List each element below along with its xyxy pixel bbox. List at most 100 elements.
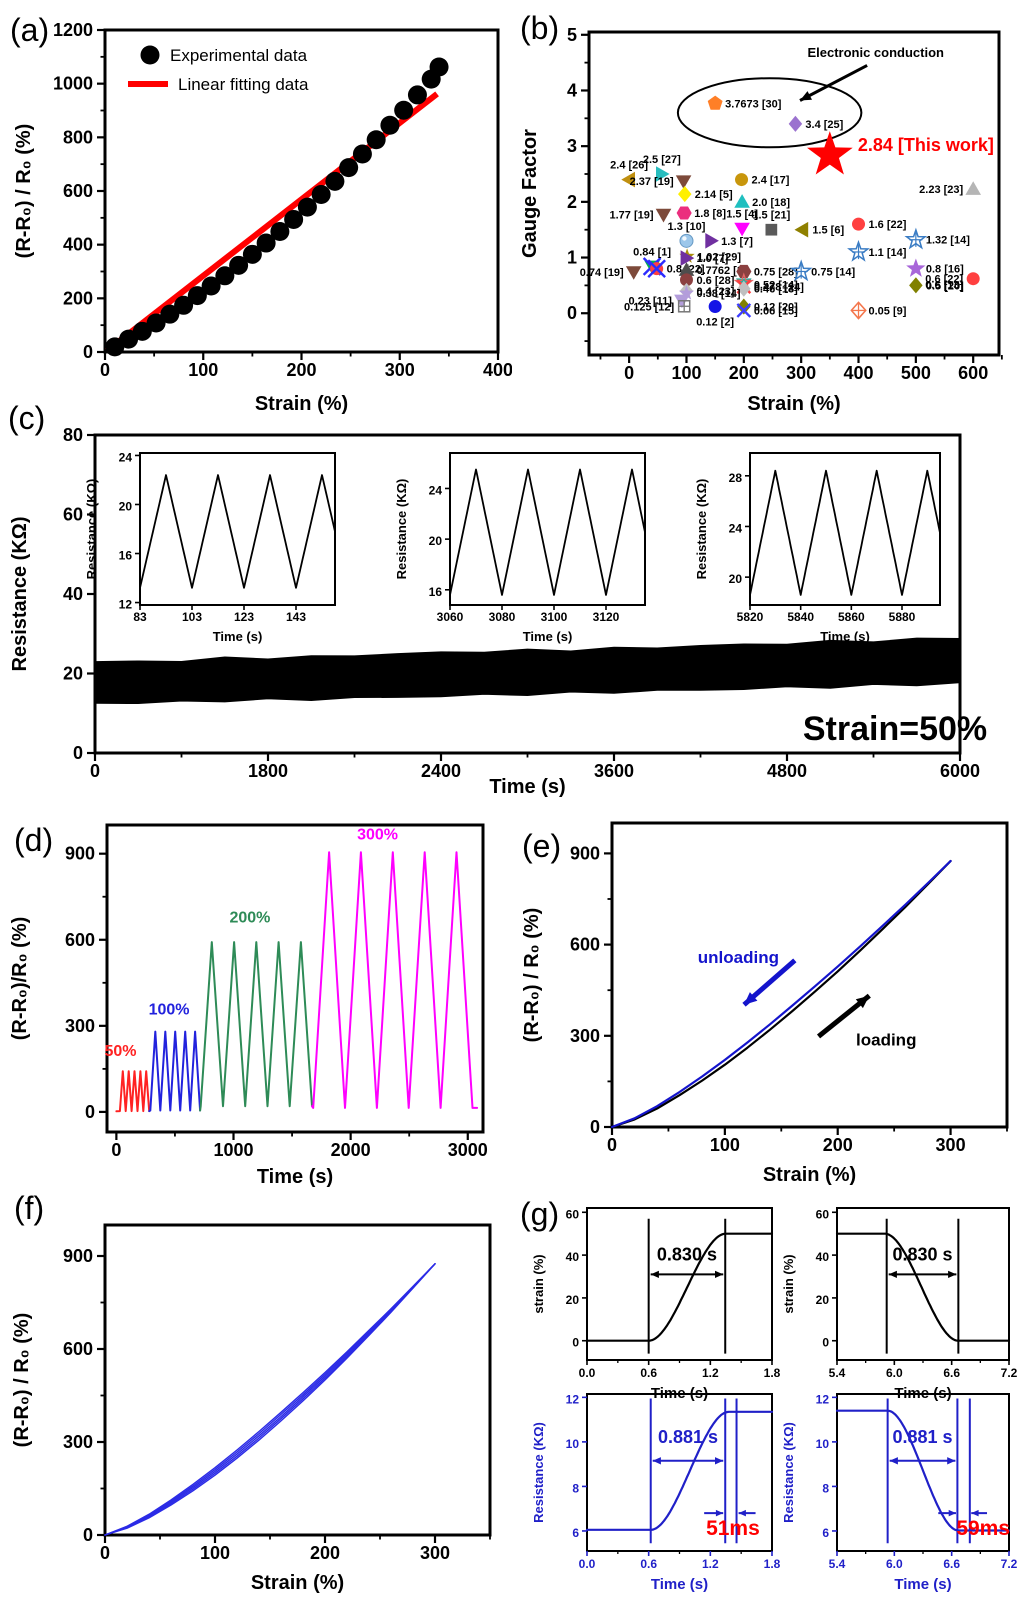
- svg-text:300: 300: [786, 363, 816, 383]
- svg-text:3.4 [25]: 3.4 [25]: [805, 119, 843, 131]
- svg-text:0.6: 0.6: [640, 1557, 657, 1571]
- svg-text:2.84 [This work]: 2.84 [This work]: [858, 135, 994, 155]
- svg-text:2.14 [5]: 2.14 [5]: [695, 189, 733, 201]
- panel-b-letter: (b): [520, 10, 560, 46]
- svg-text:6.6: 6.6: [943, 1557, 960, 1571]
- svg-text:200%: 200%: [229, 910, 270, 927]
- svg-text:300: 300: [65, 1016, 95, 1036]
- svg-text:Time (s): Time (s): [820, 629, 870, 644]
- svg-text:2: 2: [567, 192, 577, 212]
- svg-text:2.0 [18]: 2.0 [18]: [752, 197, 790, 209]
- panel-b-chart: 0 100 200 300 400 500 600 0 1 2 3 4 5 Strain (%) Gauge…: [519, 25, 1003, 415]
- svg-text:3060: 3060: [437, 610, 464, 624]
- svg-text:7.2: 7.2: [1001, 1366, 1018, 1380]
- svg-text:0.6: 0.6: [640, 1366, 657, 1380]
- svg-text:(R-R₀) / R₀ (%): (R-R₀) / R₀ (%): [11, 1313, 33, 1448]
- svg-text:0.8 [16]: 0.8 [16]: [926, 264, 964, 276]
- svg-text:900: 900: [570, 843, 600, 863]
- svg-text:(R-R₀)/R₀ (%): (R-R₀)/R₀ (%): [9, 917, 31, 1041]
- svg-text:10: 10: [816, 1437, 830, 1451]
- svg-text:0.05 [9]: 0.05 [9]: [869, 305, 907, 317]
- svg-text:600: 600: [65, 930, 95, 950]
- svg-text:80: 80: [63, 425, 83, 445]
- svg-text:300: 300: [385, 360, 415, 380]
- svg-text:2.37 [19]: 2.37 [19]: [630, 176, 674, 188]
- svg-text:400: 400: [483, 360, 512, 380]
- svg-text:0: 0: [85, 1102, 95, 1122]
- svg-text:0.6 [28]: 0.6 [28]: [696, 275, 734, 287]
- svg-text:40: 40: [816, 1250, 830, 1264]
- panel-e-chart: 0 100 200 300 0 300 600 900 Strain (%) (R-R₀) / R…: [521, 821, 1009, 1186]
- svg-text:0.4 [23]: 0.4 [23]: [696, 286, 734, 298]
- svg-text:4800: 4800: [767, 761, 807, 781]
- panel-e-letter: (e): [522, 828, 562, 864]
- svg-text:100%: 100%: [149, 1001, 190, 1018]
- svg-text:0.12 [2]: 0.12 [2]: [696, 317, 734, 329]
- svg-text:(R-R₀) / R₀ (%): (R-R₀) / R₀ (%): [521, 908, 543, 1043]
- svg-text:100: 100: [200, 1543, 230, 1563]
- svg-text:Strain (%): Strain (%): [747, 393, 840, 415]
- svg-text:400: 400: [63, 235, 93, 255]
- svg-text:100: 100: [671, 363, 701, 383]
- svg-text:4: 4: [567, 80, 577, 100]
- svg-text:20: 20: [816, 1293, 830, 1307]
- svg-text:3000: 3000: [448, 1140, 488, 1160]
- svg-text:5880: 5880: [889, 610, 916, 624]
- svg-text:1.77 [19]: 1.77 [19]: [610, 210, 654, 222]
- svg-text:60: 60: [63, 505, 83, 525]
- svg-text:strain (%): strain (%): [531, 1254, 546, 1313]
- svg-text:unloading: unloading: [698, 948, 779, 967]
- svg-text:123: 123: [234, 610, 254, 624]
- svg-text:8: 8: [822, 1481, 829, 1495]
- svg-text:0: 0: [567, 303, 577, 323]
- svg-text:2400: 2400: [421, 761, 461, 781]
- panel-a-chart: 0 100 200 300 400 0 200 400 600 800 1000 1200 Strain…: [13, 20, 512, 415]
- svg-text:0: 0: [111, 1140, 121, 1160]
- svg-text:2000: 2000: [331, 1140, 371, 1160]
- svg-text:0: 0: [590, 1117, 600, 1137]
- svg-text:2.4 [26]: 2.4 [26]: [610, 160, 648, 172]
- svg-text:3: 3: [567, 136, 577, 156]
- svg-text:3080: 3080: [489, 610, 516, 624]
- svg-text:1000: 1000: [213, 1140, 253, 1160]
- svg-text:Time (s): Time (s): [489, 776, 565, 798]
- svg-text:1.5 [4]: 1.5 [4]: [726, 209, 758, 221]
- svg-text:600: 600: [63, 1339, 93, 1359]
- svg-text:0: 0: [100, 360, 110, 380]
- svg-text:5: 5: [567, 25, 577, 45]
- svg-text:0: 0: [607, 1135, 617, 1155]
- svg-text:200: 200: [63, 288, 93, 308]
- svg-text:0.0: 0.0: [579, 1557, 596, 1571]
- svg-text:0.478 [24]: 0.478 [24]: [754, 282, 804, 294]
- svg-text:1.5 [21]: 1.5 [21]: [752, 210, 790, 222]
- svg-text:5.4: 5.4: [829, 1366, 846, 1380]
- svg-text:600: 600: [63, 181, 93, 201]
- svg-text:20: 20: [119, 499, 133, 513]
- svg-text:1: 1: [567, 248, 577, 268]
- svg-text:5.4: 5.4: [829, 1557, 846, 1571]
- svg-text:0.7762 [3]: 0.7762 [3]: [696, 265, 746, 277]
- svg-text:Time (s): Time (s): [523, 629, 573, 644]
- svg-text:Resistance (KΩ): Resistance (KΩ): [781, 1422, 796, 1523]
- svg-text:5820: 5820: [737, 610, 764, 624]
- svg-text:40: 40: [63, 584, 83, 604]
- svg-text:400: 400: [843, 363, 873, 383]
- svg-text:40: 40: [566, 1250, 580, 1264]
- svg-text:1.8: 1.8: [764, 1366, 781, 1380]
- svg-text:1.3 [10]: 1.3 [10]: [668, 221, 706, 233]
- svg-text:143: 143: [286, 610, 306, 624]
- svg-text:0: 0: [822, 1336, 829, 1350]
- svg-text:900: 900: [65, 844, 95, 864]
- svg-text:Strain (%): Strain (%): [255, 393, 348, 415]
- svg-text:8: 8: [572, 1481, 579, 1495]
- svg-text:1.32 [14]: 1.32 [14]: [926, 235, 970, 247]
- svg-text:100: 100: [710, 1135, 740, 1155]
- svg-text:0: 0: [624, 363, 634, 383]
- svg-text:3100: 3100: [541, 610, 568, 624]
- svg-text:0.38 [14]: 0.38 [14]: [696, 288, 740, 300]
- svg-text:1.2: 1.2: [702, 1366, 719, 1380]
- svg-text:12: 12: [566, 1392, 580, 1406]
- svg-text:500: 500: [901, 363, 931, 383]
- svg-text:300: 300: [420, 1543, 450, 1563]
